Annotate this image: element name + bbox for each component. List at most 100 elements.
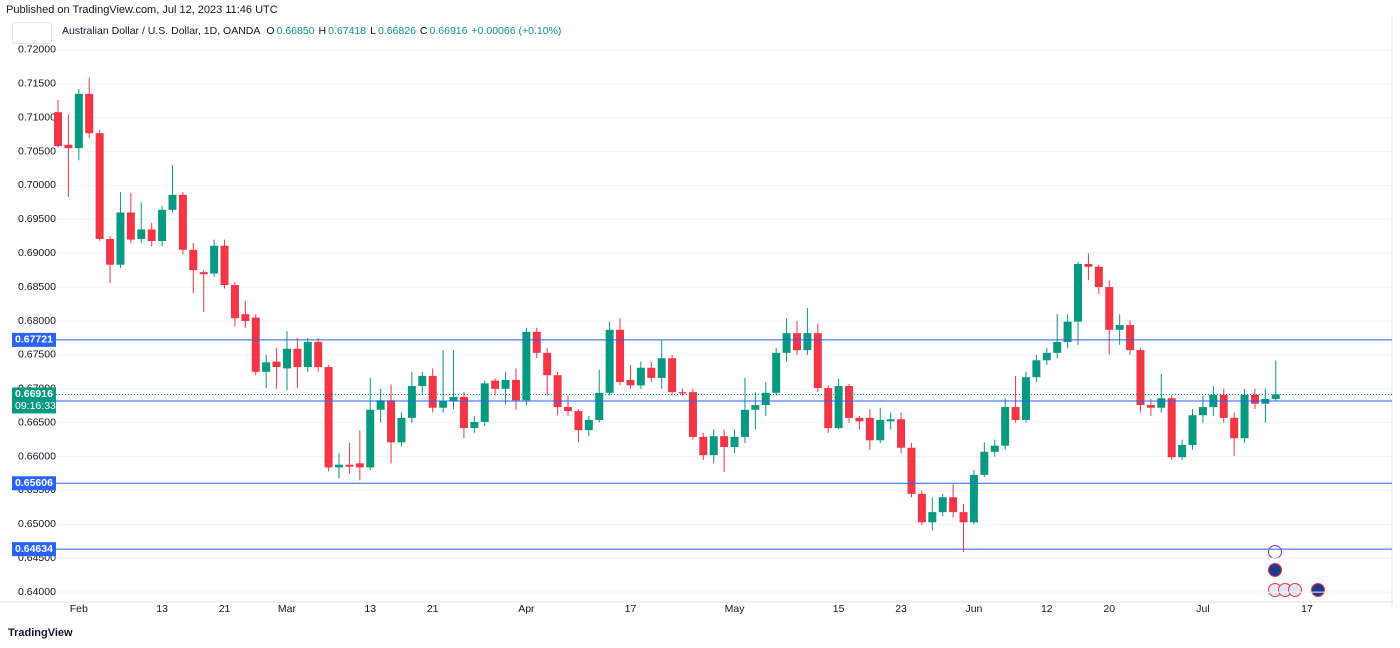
candle-body (907, 447, 916, 494)
candle-body (584, 419, 593, 431)
candle-body (262, 362, 271, 372)
candle-body (126, 212, 135, 240)
candle-body (1001, 407, 1010, 446)
candle-body (439, 400, 448, 408)
legend-key: H (318, 25, 327, 37)
y-tick-label: 0.71500 (18, 78, 56, 90)
candle-body (761, 392, 770, 406)
candle-body (720, 436, 729, 448)
candle-body (303, 341, 312, 368)
x-tick-label: 17 (1301, 603, 1313, 615)
candle-body (147, 229, 156, 241)
candle-body (969, 474, 978, 523)
price-badge-label: 0.65606 (15, 477, 53, 489)
candle-body (387, 400, 396, 443)
candle-body (949, 497, 958, 513)
legend-key: O (266, 25, 275, 37)
candle-body (1250, 394, 1259, 404)
candle-body (1094, 266, 1103, 288)
last-price-badge (12, 387, 56, 414)
candle-body (1198, 407, 1207, 416)
y-tick-label: 0.71000 (18, 111, 56, 123)
candle-body (928, 512, 937, 523)
legend-key: L (370, 25, 376, 37)
candle-body (1146, 405, 1155, 408)
candle-body (501, 379, 510, 389)
legend-value: 0.66850 (276, 25, 315, 37)
legend-value: 0.66826 (377, 25, 416, 37)
x-tick-label: Feb (70, 603, 88, 615)
candle-body (459, 396, 468, 429)
candle-body (210, 245, 219, 274)
event-icon (1311, 583, 1325, 597)
y-tick-label: 0.69500 (18, 213, 56, 225)
candle-body (980, 451, 989, 475)
candle-body (647, 367, 656, 378)
candle-body (886, 419, 895, 422)
candle-body (178, 194, 187, 250)
event-icon (1288, 583, 1302, 597)
candle-body (345, 464, 354, 467)
candle-body (335, 464, 344, 468)
candle-body (189, 249, 198, 271)
candle-body (1074, 264, 1083, 322)
countdown: 09:16:33 (15, 400, 56, 412)
candle-body (355, 463, 364, 468)
x-tick-label: May (725, 603, 746, 615)
candle-body (917, 493, 926, 523)
candle-body (865, 417, 874, 441)
price-badge-label: 0.67721 (15, 334, 53, 346)
candle-body (709, 436, 718, 456)
candle-body (1021, 377, 1030, 420)
candle-body (324, 367, 333, 468)
x-tick-label: 23 (895, 603, 907, 615)
candle-body (511, 379, 520, 401)
candle-body (824, 388, 833, 429)
x-tick-label: Mar (278, 603, 297, 615)
candle-body (616, 329, 625, 382)
x-tick-label: Jun (965, 603, 982, 615)
candle-body (657, 358, 666, 378)
y-tick-label: 0.70000 (18, 179, 56, 191)
candle-body (491, 380, 500, 389)
candle-body (480, 383, 489, 422)
y-tick-label: 0.66000 (18, 450, 56, 462)
candle-body (553, 375, 562, 408)
candle-body (199, 272, 208, 275)
candle-body (241, 314, 250, 321)
candle-body (1219, 394, 1228, 418)
candle-body (282, 348, 291, 369)
event-icon (1268, 563, 1282, 577)
candle-body (230, 285, 239, 319)
corner-box (12, 22, 52, 44)
x-tick-label: 20 (1103, 603, 1115, 615)
candle-body (74, 93, 83, 149)
x-tick-label: Jul (1196, 603, 1209, 615)
candle-body (897, 419, 906, 448)
candle-body (366, 409, 375, 468)
candle-body (428, 375, 437, 408)
candle-body (813, 333, 822, 389)
x-tick-label: 17 (625, 603, 637, 615)
y-tick-label: 0.66500 (18, 416, 56, 428)
legend-value: 0.66916 (429, 25, 468, 37)
candle-body (595, 392, 604, 420)
candle-body (407, 386, 416, 418)
candle-body (158, 209, 167, 241)
candle-body (990, 445, 999, 452)
overlays: 0.677210.668200.656060.646340.6691609:16… (12, 332, 1392, 557)
y-tick-label: 0.68000 (18, 315, 56, 327)
candle-body (1136, 350, 1145, 406)
plot-area (56, 16, 1392, 606)
candle-body (1084, 264, 1093, 267)
candle-body (1178, 445, 1187, 458)
candle-body (792, 333, 801, 351)
candle-body (116, 212, 125, 265)
candles (54, 77, 1280, 553)
candle-body (730, 436, 739, 448)
x-tick-label: Apr (518, 603, 535, 615)
x-tick-label: 21 (219, 603, 231, 615)
candle-body (64, 144, 73, 149)
candle-body (293, 348, 302, 368)
candle-body (1115, 325, 1124, 330)
